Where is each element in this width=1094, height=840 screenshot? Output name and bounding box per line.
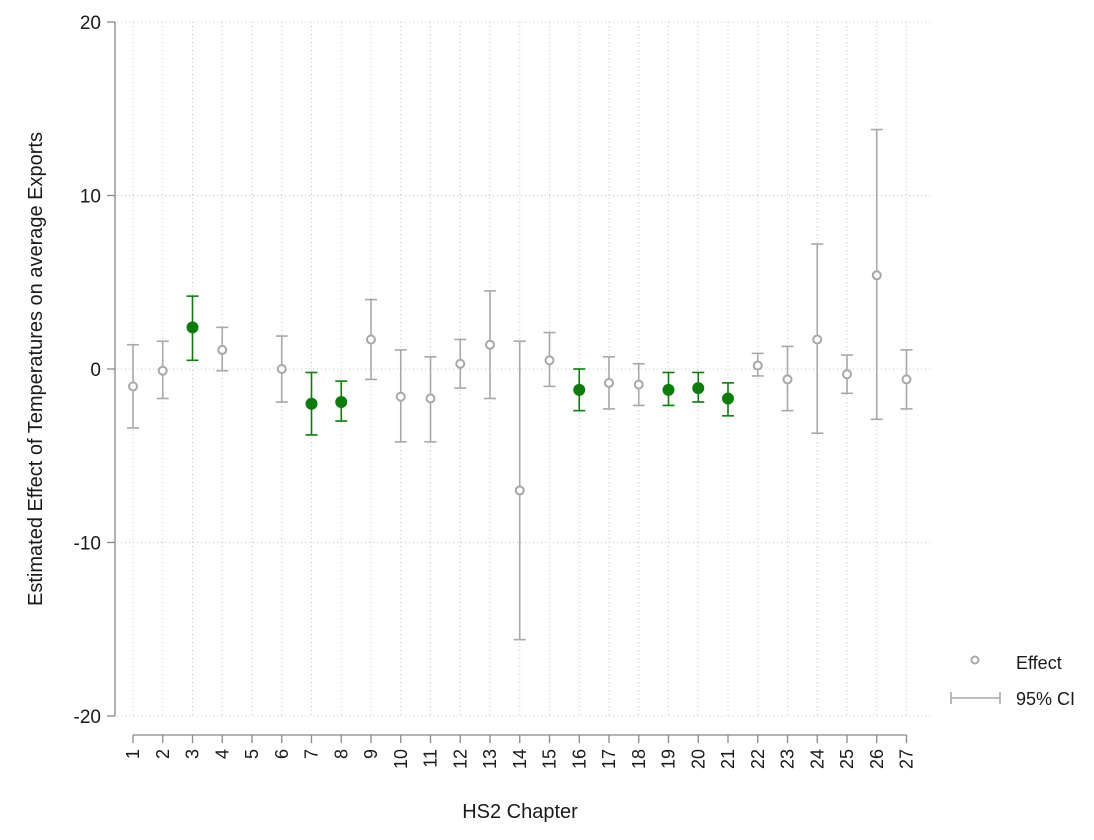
y-tick-label: 0 <box>90 360 101 381</box>
x-tick-label: 11 <box>421 749 441 768</box>
x-tick-label: 19 <box>659 749 679 769</box>
legend-item-ci: 95% CI <box>950 689 1075 709</box>
effect-point-significant <box>335 395 348 408</box>
effect-point <box>425 393 436 404</box>
x-tick-label: 13 <box>480 749 500 769</box>
legend: Effect 95% CI <box>950 653 1075 709</box>
effect-point-significant <box>186 321 199 334</box>
effect-point <box>544 355 555 366</box>
effect-point <box>604 377 614 388</box>
effect-point <box>217 344 228 355</box>
effect-point-significant <box>662 383 675 396</box>
effect-point <box>871 270 882 281</box>
effect-point <box>128 381 138 392</box>
effect-point <box>752 360 763 371</box>
x-tick-label: 21 <box>718 749 738 769</box>
legend-ci-label: 95% CI <box>1016 689 1075 709</box>
x-tick-label: 5 <box>242 749 262 759</box>
x-tick-label: 1 <box>123 749 143 759</box>
x-tick-label: 24 <box>807 749 827 769</box>
effect-point <box>485 339 495 350</box>
x-tick-label: 6 <box>272 749 292 759</box>
x-tick-label: 3 <box>183 749 203 759</box>
x-tick-label: 2 <box>153 749 173 759</box>
y-tick-label: 10 <box>80 187 101 208</box>
x-tick-label: 18 <box>629 749 649 769</box>
x-tick-label: 22 <box>748 749 768 769</box>
effect-point-significant <box>722 392 734 405</box>
effect-points <box>128 270 912 496</box>
y-tick-label: -20 <box>74 707 101 728</box>
y-axis-title: Estimated Effect of Temperatures on aver… <box>25 132 47 606</box>
effect-point <box>514 485 525 496</box>
effect-point <box>366 334 376 345</box>
x-axis-title: HS2 Chapter <box>462 801 578 823</box>
x-tick-label: 20 <box>688 749 708 769</box>
effect-point <box>633 379 644 390</box>
x-tick-label: 26 <box>867 749 887 769</box>
x-tick-label: 4 <box>212 749 232 759</box>
effect-point-significant <box>305 397 318 410</box>
legend-effect-marker <box>970 655 980 665</box>
legend-item-effect: Effect <box>970 653 1062 673</box>
x-tick-label: 14 <box>510 749 530 769</box>
x-tick-label: 15 <box>540 749 560 769</box>
legend-effect-label: Effect <box>1016 653 1062 673</box>
effect-point <box>395 391 406 402</box>
effect-point <box>276 364 287 374</box>
x-tick-label: 16 <box>569 749 589 769</box>
x-tick-label: 8 <box>331 749 351 759</box>
x-tick-label: 17 <box>599 749 619 769</box>
effect-point <box>812 334 823 345</box>
effect-point <box>901 374 912 385</box>
y-tick-label: 20 <box>80 13 101 34</box>
y-tick-label: -10 <box>74 534 101 555</box>
effect-point <box>842 369 852 380</box>
effect-point-significant <box>692 382 705 395</box>
effect-point <box>782 374 793 385</box>
effect-point-significant <box>573 383 586 396</box>
x-tick-label: 10 <box>391 749 411 769</box>
y-axis-ticks: -20 -10 0 10 20 <box>74 13 115 728</box>
x-tick-label: 25 <box>837 749 857 769</box>
x-tick-label: 27 <box>897 749 917 769</box>
x-tick-label: 7 <box>302 749 322 759</box>
x-tick-label: 23 <box>778 749 798 769</box>
effect-point <box>157 365 168 376</box>
x-axis-ticks: 1 2 3 4 5 6 7 8 9 10 11 12 13 14 15 16 17 18 19 20 21 22 23 24 2… <box>123 735 917 769</box>
effect-point <box>455 358 466 369</box>
x-tick-label: 12 <box>450 749 470 769</box>
x-tick-label: 9 <box>361 749 381 759</box>
gridlines <box>117 21 930 717</box>
